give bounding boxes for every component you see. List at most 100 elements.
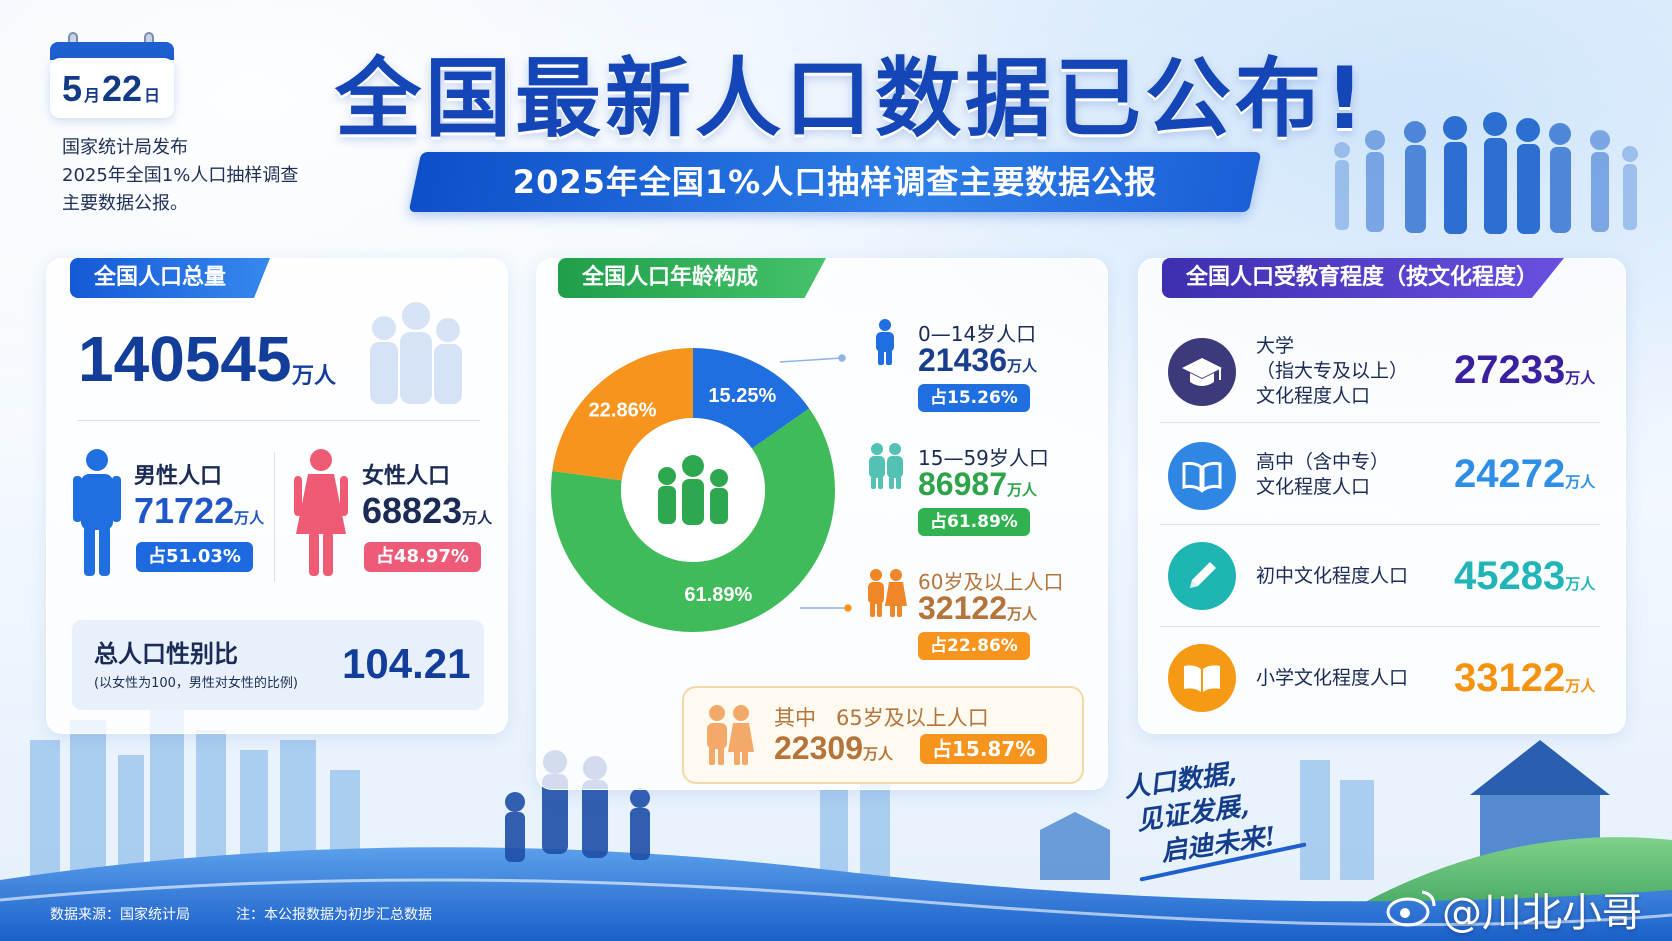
edu-label-line: 文化程度人口 bbox=[1256, 476, 1371, 498]
total-population-tag: 全国人口总量 bbox=[70, 258, 270, 298]
male-unit: 万人 bbox=[234, 509, 265, 527]
divider bbox=[1160, 422, 1600, 423]
date-month: 5 bbox=[61, 68, 82, 109]
edu-label-line: 高中（含中专） bbox=[1256, 451, 1390, 473]
connector-lines bbox=[780, 354, 852, 612]
female-value: 68823 bbox=[362, 490, 463, 531]
elderly-couple-icon bbox=[707, 705, 754, 765]
age-group-value-group: 32122万人 bbox=[918, 590, 1037, 627]
elder-label-group: 其中 65岁及以上人口 bbox=[774, 702, 989, 732]
edu-label: 初中文化程度人口 bbox=[1256, 564, 1408, 589]
edu-label-line: 大学 bbox=[1256, 335, 1295, 357]
total-population-value: 140545 bbox=[78, 323, 292, 395]
page-title: 全国最新人口数据已公布! bbox=[335, 49, 1369, 149]
book-icon bbox=[1168, 644, 1236, 712]
publish-note-line: 国家统计局发布 bbox=[62, 137, 188, 158]
age-group-value: 86987 bbox=[918, 466, 1007, 502]
date-month-unit: 月 bbox=[83, 86, 100, 105]
date-day-unit: 日 bbox=[144, 86, 161, 105]
data-source-note: 数据来源：国家统计局 bbox=[50, 907, 190, 923]
elder-unit: 万人 bbox=[862, 745, 893, 763]
elder-prefix: 其中 bbox=[774, 706, 816, 730]
date-day: 22 bbox=[101, 68, 143, 109]
family-icon bbox=[658, 455, 728, 525]
edu-value: 45283 bbox=[1454, 554, 1566, 598]
age-structure-tag: 全国人口年龄构成 bbox=[558, 258, 826, 298]
female-value-group: 68823万人 bbox=[362, 490, 492, 532]
gender-divider bbox=[274, 452, 275, 582]
male-value: 71722 bbox=[134, 490, 235, 531]
age-group-value-group: 21436万人 bbox=[918, 342, 1037, 379]
pencil-icon bbox=[1168, 542, 1236, 610]
age-group-value: 21436 bbox=[918, 342, 1007, 378]
female-icon bbox=[294, 449, 348, 576]
weibo-icon bbox=[1386, 890, 1436, 927]
edu-value: 27233 bbox=[1454, 348, 1566, 392]
edu-value-group: 27233万人 bbox=[1454, 348, 1595, 393]
sex-ratio-value: 104.21 bbox=[342, 640, 471, 687]
crowd-silhouette-illustration bbox=[1334, 112, 1638, 234]
donut-slice-label: 22.86% bbox=[589, 399, 657, 421]
age-group-unit: 万人 bbox=[1006, 605, 1037, 623]
female-unit: 万人 bbox=[462, 509, 493, 527]
edu-value: 33122 bbox=[1454, 656, 1566, 700]
male-value-group: 71722万人 bbox=[134, 490, 264, 532]
male-share-badge: 占51.03% bbox=[136, 542, 253, 572]
elderly-couple-icon bbox=[868, 569, 907, 617]
edu-unit: 万人 bbox=[1565, 473, 1596, 491]
male-label: 男性人口 bbox=[134, 464, 223, 489]
age-group-share-badge: 占22.86% bbox=[918, 632, 1030, 660]
edu-label: 大学 （指大专及以上） 文化程度人口 bbox=[1256, 334, 1408, 409]
total-population-unit: 万人 bbox=[292, 364, 337, 389]
footer-note: 注：本公报数据为初步汇总数据 bbox=[236, 907, 432, 923]
age-group-value-group: 86987万人 bbox=[918, 466, 1037, 503]
family-icon bbox=[370, 302, 462, 404]
edu-value-group: 24272万人 bbox=[1454, 452, 1595, 497]
male-icon bbox=[73, 449, 121, 576]
female-share-badge: 占48.97% bbox=[364, 542, 481, 572]
edu-label-line: 文化程度人口 bbox=[1256, 385, 1371, 407]
edu-label: 高中（含中专） 文化程度人口 bbox=[1256, 450, 1389, 500]
age-group-value: 32122 bbox=[918, 590, 1007, 626]
age-donut-chart: 15.25% 61.89% 22.86% bbox=[551, 348, 835, 632]
donut-slice bbox=[552, 348, 693, 481]
watermark: @川北小哥 bbox=[1442, 890, 1642, 936]
publish-note-line: 主要数据公报。 bbox=[62, 193, 188, 214]
donut-slice-label: 15.25% bbox=[708, 385, 776, 407]
publish-note: 国家统计局发布 2025年全国1%人口抽样调查 主要数据公报。 bbox=[62, 134, 362, 218]
age-group-share-badge: 占15.26% bbox=[918, 384, 1030, 412]
edu-value: 24272 bbox=[1454, 452, 1566, 496]
city-skyline-illustration bbox=[0, 700, 1672, 941]
graduation-cap-icon bbox=[1168, 338, 1236, 406]
education-tag: 全国人口受教育程度（按文化程度） bbox=[1162, 258, 1564, 298]
age-group-label: 60岁及以上人口 bbox=[918, 570, 1064, 594]
divider bbox=[78, 420, 480, 421]
age-group-unit: 万人 bbox=[1006, 357, 1037, 375]
elder-share-badge: 占15.87% bbox=[920, 734, 1048, 764]
divider bbox=[1160, 524, 1600, 525]
adults-icon bbox=[869, 443, 903, 489]
donut-slice bbox=[551, 408, 835, 632]
elder-label: 65岁及以上人口 bbox=[836, 706, 989, 730]
page-subtitle: 2025年全国1%人口抽样调查主要数据公报 bbox=[512, 163, 1158, 201]
divider bbox=[1160, 626, 1600, 627]
edu-unit: 万人 bbox=[1565, 575, 1596, 593]
edu-value-group: 45283万人 bbox=[1454, 554, 1595, 599]
child-icon bbox=[876, 319, 894, 365]
female-label: 女性人口 bbox=[362, 464, 451, 489]
calendar-header-strip bbox=[50, 42, 174, 60]
donut-slice bbox=[693, 348, 810, 449]
sex-ratio-note: (以女性为100，男性对女性的比例) bbox=[94, 676, 298, 691]
edu-label-line: 初中文化程度人口 bbox=[1256, 565, 1409, 587]
open-book-icon bbox=[1168, 442, 1236, 510]
age-group-label: 15—59岁人口 bbox=[918, 446, 1049, 470]
sex-ratio-label: 总人口性别比 bbox=[94, 640, 238, 668]
edu-value-group: 33122万人 bbox=[1454, 656, 1595, 701]
date-calendar-badge: 5 月 22 日 bbox=[50, 58, 174, 118]
publish-note-line: 2025年全国1%人口抽样调查 bbox=[62, 165, 299, 186]
elder-value: 22309 bbox=[774, 730, 863, 766]
edu-label: 小学文化程度人口 bbox=[1256, 666, 1408, 691]
edu-label-line: 小学文化程度人口 bbox=[1256, 667, 1409, 689]
age-group-unit: 万人 bbox=[1006, 481, 1037, 499]
edu-label-line: （指大专及以上） bbox=[1256, 360, 1409, 382]
